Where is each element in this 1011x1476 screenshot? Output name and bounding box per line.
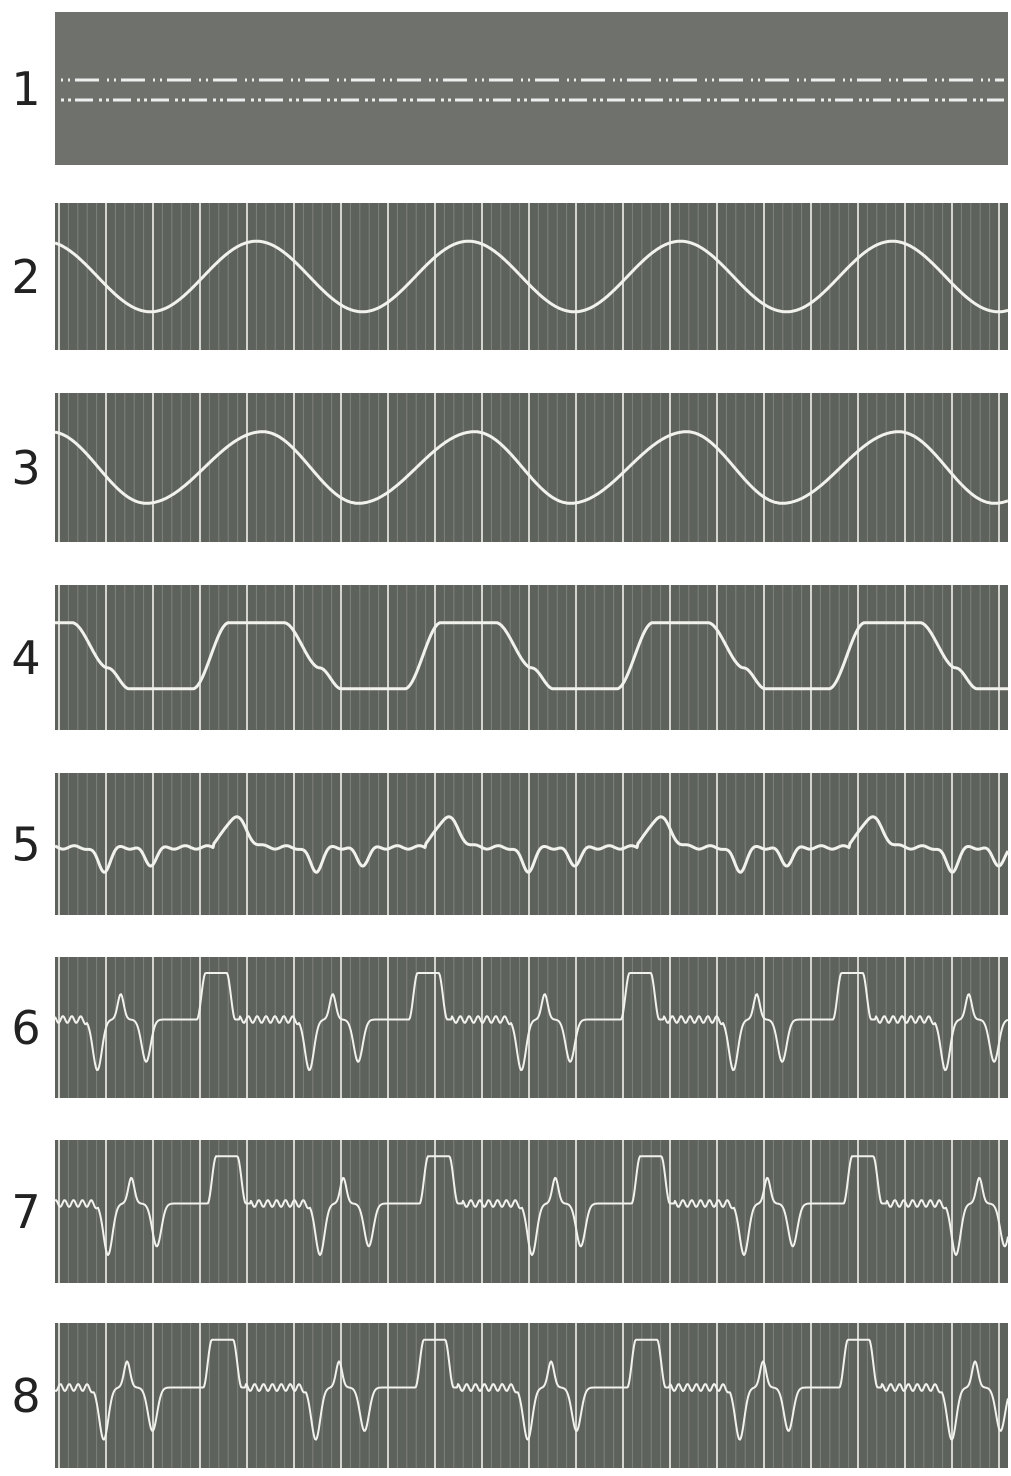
trace-number: 1 [11,62,40,116]
film-strip [55,12,1008,165]
trace-number: 3 [11,441,40,495]
film-strip [55,203,1008,350]
trace-number: 5 [11,818,40,872]
trace-number: 8 [11,1369,40,1423]
film-strip [55,1323,1008,1468]
film-strip [55,393,1008,542]
trace-number: 6 [11,1001,40,1055]
film-strip [55,585,1008,730]
trace-number: 2 [11,250,40,304]
trace-number: 4 [11,631,40,685]
film-strip [55,1140,1008,1283]
film-strip [55,773,1008,915]
trace-number: 7 [11,1185,40,1239]
oscillogram-sheet: 1 2 3 4 5 6 7 8 [0,0,1011,1476]
